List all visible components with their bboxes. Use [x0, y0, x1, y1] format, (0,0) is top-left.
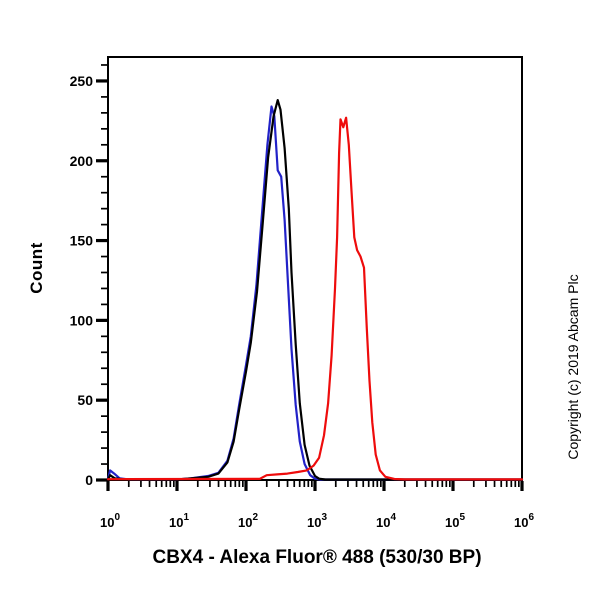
x-tick-label: 104 [376, 512, 396, 530]
x-tick-label: 106 [514, 512, 534, 530]
y-tick-label: 100 [70, 312, 94, 328]
x-tick-base: 10 [307, 515, 321, 530]
x-tick-base: 10 [514, 515, 528, 530]
x-tick-label: 102 [238, 512, 258, 530]
x-tick-base: 10 [100, 515, 114, 530]
x-tick-base: 10 [238, 515, 252, 530]
y-tick-label: 200 [70, 153, 94, 169]
x-tick-exponent: 2 [252, 512, 258, 523]
x-tick-label: 101 [169, 512, 189, 530]
x-tick-exponent: 0 [114, 512, 120, 523]
x-tick-exponent: 3 [321, 512, 327, 523]
y-axis-title: Count [27, 242, 46, 294]
x-tick-label: 105 [445, 512, 465, 530]
y-tick-label: 150 [70, 233, 94, 249]
x-tick-exponent: 1 [183, 512, 189, 523]
x-tick-label: 100 [100, 512, 120, 530]
histogram-curves [106, 98, 524, 481]
copyright-text: Copyright (c) 2019 Abcam Plc [565, 274, 581, 460]
x-tick-base: 10 [169, 515, 183, 530]
y-tick-label: 50 [77, 392, 93, 408]
x-tick-base: 10 [376, 515, 390, 530]
y-axis: 0 50 100 150 200 250 [70, 64, 107, 488]
x-tick-base: 10 [445, 515, 459, 530]
x-tick-label: 103 [307, 512, 327, 530]
plot-frame [107, 56, 523, 481]
curve-red [106, 116, 524, 481]
y-tick-label: 0 [85, 472, 93, 488]
x-tick-exponent: 5 [459, 512, 465, 523]
x-tick-exponent: 6 [528, 512, 534, 523]
chart-title: CBX4 - Alexa Fluor® 488 (530/30 BP) [152, 547, 482, 568]
x-tick-exponent: 4 [390, 512, 396, 523]
y-tick-label: 250 [70, 73, 94, 89]
x-axis: 100 101 102 103 104 105 106 [100, 481, 534, 530]
